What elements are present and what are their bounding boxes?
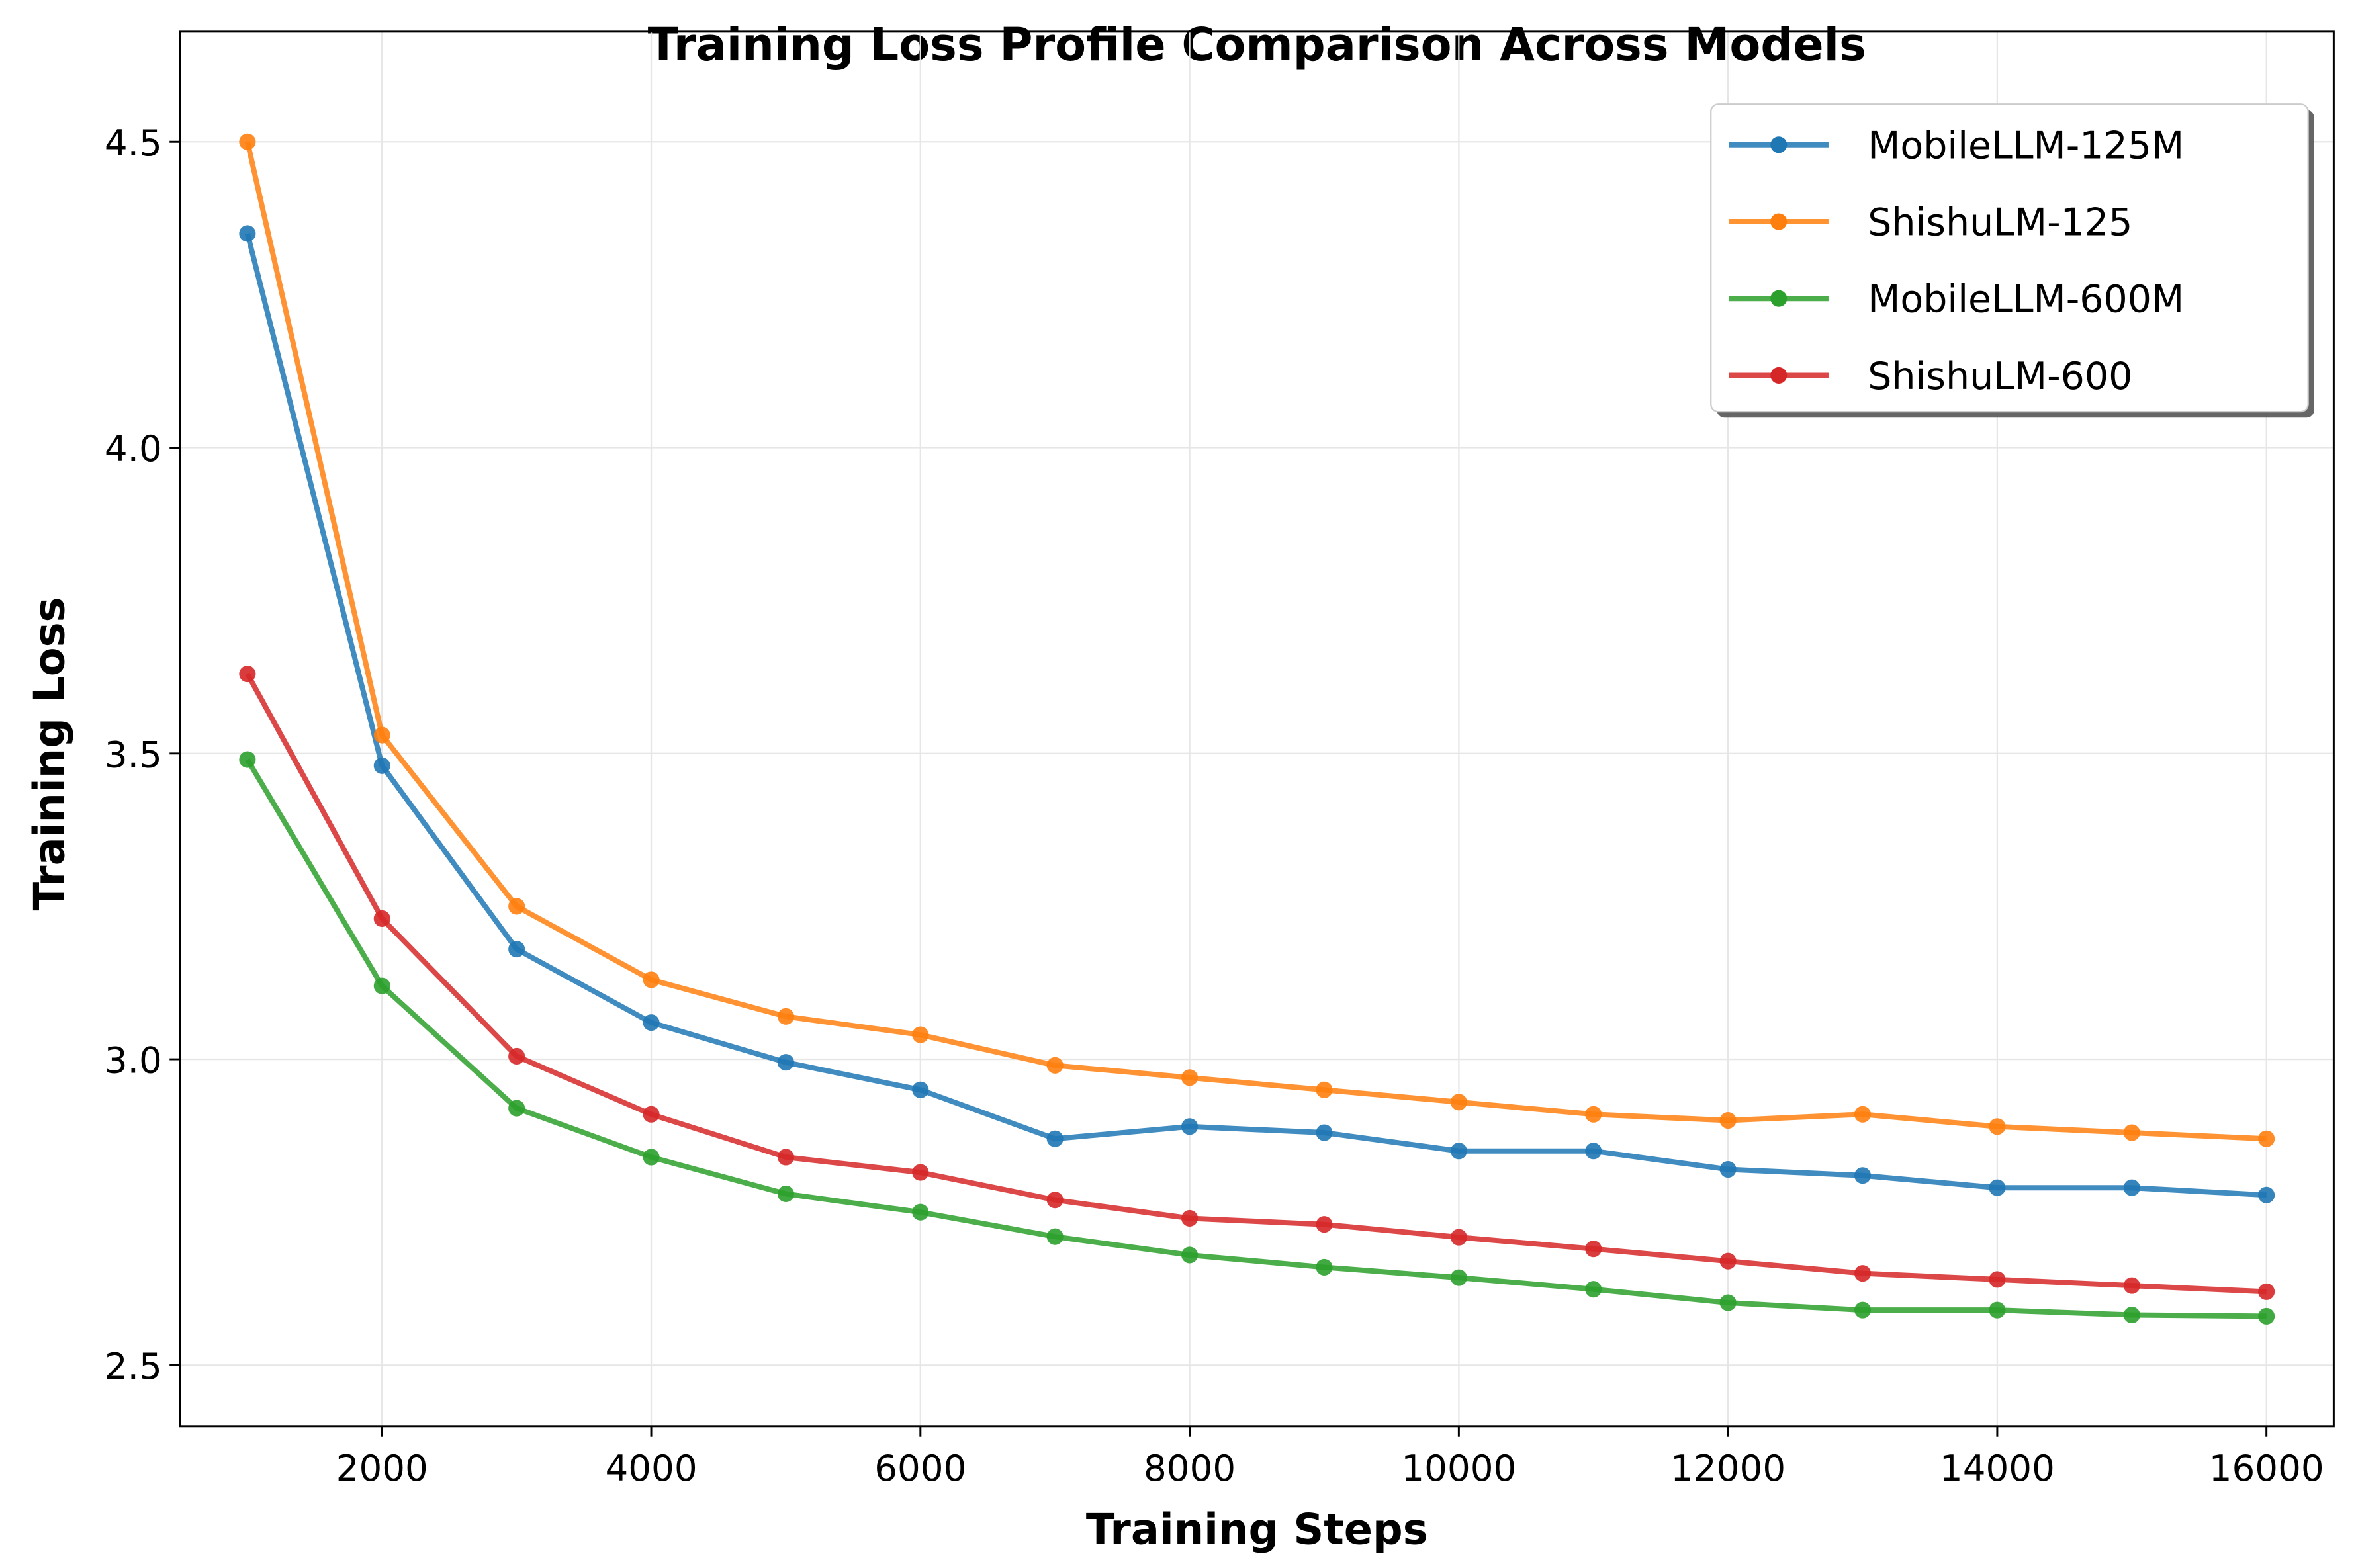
series-group — [239, 133, 2275, 1325]
data-point — [1585, 1143, 1602, 1160]
data-point — [508, 898, 525, 915]
data-point — [2258, 1130, 2275, 1147]
data-point — [1316, 1216, 1333, 1233]
x-ticks: 2000 4000 6000 8000 10000 12000 14000 16000 — [336, 1426, 2324, 1489]
chart-title: Training Loss Profile Comparison Across … — [648, 19, 1866, 71]
y-axis-label: Training Loss — [26, 597, 75, 910]
data-point — [508, 941, 525, 958]
data-point — [373, 726, 390, 744]
legend-box — [1710, 103, 2309, 413]
data-point — [912, 1203, 929, 1221]
data-point — [1046, 1192, 1064, 1209]
legend-marker — [1770, 367, 1788, 384]
data-point — [1854, 1167, 1872, 1184]
legend-marker — [1770, 136, 1788, 153]
data-point — [1719, 1160, 1737, 1178]
data-point — [1450, 1229, 1467, 1246]
x-tick-label: 16000 — [2209, 1447, 2324, 1489]
series-line-mobilellm-125m — [245, 232, 2267, 1198]
x-tick-label: 12000 — [1670, 1447, 1786, 1489]
data-point — [643, 1149, 660, 1166]
data-point — [239, 225, 256, 242]
data-point — [1181, 1069, 1199, 1086]
data-point — [912, 1164, 929, 1181]
data-point — [1046, 1130, 1064, 1147]
x-axis-label: Training Steps — [1086, 1506, 1428, 1555]
data-point — [2123, 1306, 2140, 1324]
data-point — [239, 133, 256, 150]
data-point — [373, 757, 390, 774]
x-tick-label: 2000 — [336, 1447, 428, 1489]
data-point — [373, 910, 390, 927]
data-point — [239, 751, 256, 768]
series-line-shishulm-125 — [244, 141, 2267, 1142]
data-point — [1989, 1179, 2006, 1196]
data-point — [1585, 1106, 1602, 1123]
data-point — [1854, 1265, 1872, 1282]
legend-label: ShishuLM-125 — [1868, 201, 2132, 245]
x-tick-label: 14000 — [1940, 1447, 2055, 1489]
series-line-mobilellm-600m — [245, 758, 2267, 1319]
data-point — [2123, 1277, 2140, 1294]
y-ticks: 2.5 3.0 3.5 4.0 4.5 — [105, 122, 181, 1387]
y-tick-label: 2.5 — [105, 1345, 162, 1387]
data-point — [508, 1100, 525, 1117]
data-point — [1719, 1294, 1737, 1311]
data-point — [508, 1047, 525, 1065]
data-point — [1046, 1057, 1064, 1074]
legend-marker — [1770, 213, 1788, 230]
data-point — [2123, 1179, 2140, 1196]
series-line-shishulm-600 — [245, 672, 2267, 1295]
data-point — [777, 1008, 794, 1025]
x-tick-label: 8000 — [1144, 1447, 1236, 1489]
y-tick-label: 3.5 — [105, 733, 162, 775]
data-point — [1450, 1143, 1467, 1160]
data-point — [643, 971, 660, 988]
data-point — [777, 1185, 794, 1202]
x-tick-label: 4000 — [605, 1447, 697, 1489]
plot-frame — [179, 30, 2335, 1428]
data-point — [912, 1081, 929, 1098]
x-tick-label: 6000 — [874, 1447, 966, 1489]
data-point — [1585, 1241, 1602, 1258]
data-point — [777, 1054, 794, 1071]
data-point — [1719, 1252, 1737, 1270]
legend-label: ShishuLM-600 — [1868, 355, 2132, 398]
data-point — [1181, 1118, 1199, 1135]
data-point — [1450, 1269, 1467, 1286]
data-point — [2258, 1186, 2275, 1203]
data-point — [643, 1014, 660, 1031]
data-point — [912, 1026, 929, 1043]
data-point — [1316, 1081, 1333, 1098]
data-point — [1854, 1106, 1872, 1123]
y-tick-label: 3.0 — [105, 1039, 162, 1082]
data-point — [2258, 1283, 2275, 1300]
data-point — [1181, 1246, 1199, 1264]
data-point — [1316, 1258, 1333, 1276]
data-point — [1585, 1281, 1602, 1298]
data-point — [1989, 1301, 2006, 1319]
y-tick-label: 4.0 — [105, 427, 162, 470]
data-point — [1719, 1111, 1737, 1129]
data-point — [1989, 1118, 2006, 1135]
legend: MobileLLM-125M ShishuLM-125 MobileLLM-600M… — [1710, 103, 2314, 418]
x-tick-label: 10000 — [1401, 1447, 1516, 1489]
legend-label: MobileLLM-125M — [1868, 124, 2184, 167]
legend-marker — [1770, 290, 1788, 307]
data-point — [373, 977, 390, 994]
y-tick-label: 4.5 — [105, 122, 162, 164]
data-point — [777, 1149, 794, 1166]
data-point — [1989, 1271, 2006, 1288]
data-point — [1854, 1301, 1872, 1319]
data-point — [1450, 1094, 1467, 1111]
data-point — [239, 666, 256, 683]
data-point — [1316, 1124, 1333, 1141]
data-point — [2258, 1307, 2275, 1325]
legend-label: MobileLLM-600M — [1868, 278, 2184, 322]
data-point — [1046, 1228, 1064, 1245]
data-point — [643, 1106, 660, 1123]
data-point — [2123, 1124, 2140, 1141]
data-point — [1181, 1209, 1199, 1227]
